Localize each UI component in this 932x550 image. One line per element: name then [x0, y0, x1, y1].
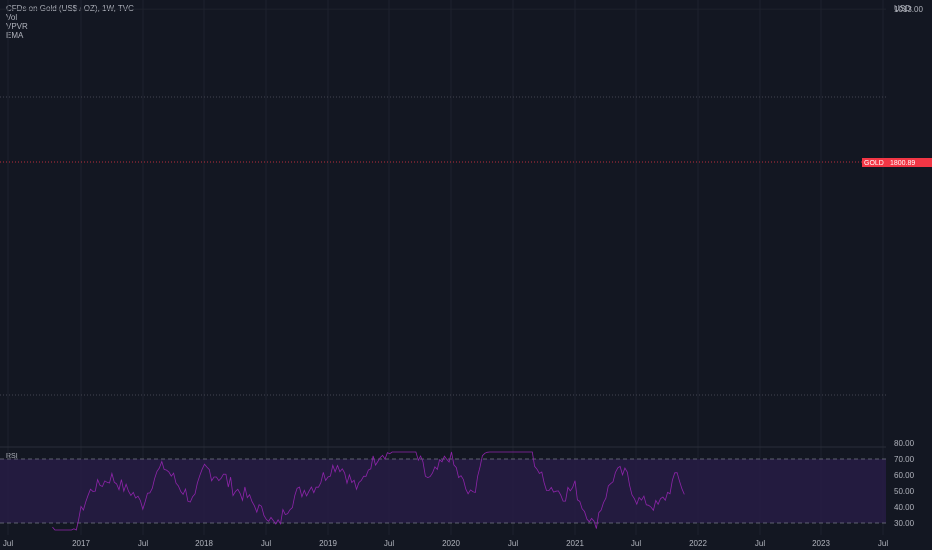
time-tick-label: Jul — [631, 539, 641, 548]
time-tick-label: 2019 — [319, 539, 337, 548]
rsi-pane-label[interactable]: RSI — [6, 453, 18, 460]
time-tick-label: Jul — [878, 539, 888, 548]
time-tick-label: Jul — [755, 539, 765, 548]
time-tick-label: 2018 — [195, 539, 213, 548]
time-tick-label: Jul — [508, 539, 518, 548]
price-tick-label: 1013.00 — [894, 5, 923, 14]
time-axis[interactable]: Jul 2017 Jul 2018 Jul 2019 Jul 2020 Jul 2021 Jul 20… — [3, 539, 888, 548]
time-tick-label: 2021 — [566, 539, 584, 548]
time-tick-label: Jul — [384, 539, 394, 548]
price-tag[interactable]: GOLD 1800.89 — [862, 158, 932, 167]
time-tick-label: Jul — [261, 539, 271, 548]
rsi-tick-label: 80.00 — [894, 439, 915, 448]
rsi-tick-label: 60.00 — [894, 471, 915, 480]
grid-lines — [0, 0, 886, 535]
price-axis[interactable]: 2400.002300.002200.002140.002060.001980.… — [894, 0, 923, 14]
currency-label[interactable]: USD — [894, 4, 911, 13]
price-tag-symbol: GOLD — [864, 160, 884, 167]
time-tick-label: 2023 — [812, 539, 830, 548]
price-tag-value: 1800.89 — [890, 160, 915, 167]
rsi-band-fill — [0, 459, 886, 523]
price-tag-value-bg — [886, 158, 932, 167]
rsi-tick-label: 40.00 — [894, 503, 915, 512]
indicator-vpvr[interactable]: VPVR — [6, 22, 28, 31]
indicator-vol[interactable]: Vol — [6, 13, 18, 22]
chart-header: CFDs on Gold (US$ / OZ), 1W, TVC Vol VPV… — [6, 4, 134, 40]
time-tick-label: Jul — [138, 539, 148, 548]
time-tick-label: 2022 — [689, 539, 707, 548]
rsi-tick-label: 50.00 — [894, 487, 915, 496]
time-tick-label: Jul — [3, 539, 13, 548]
time-tick-label: 2017 — [72, 539, 90, 548]
rsi-tick-label: 30.00 — [894, 519, 915, 528]
time-tick-label: 2020 — [442, 539, 460, 548]
indicator-ema[interactable]: EMA — [6, 31, 24, 40]
symbol-title[interactable]: CFDs on Gold (US$ / OZ), 1W, TVC — [6, 4, 134, 13]
rsi-tick-label: 70.00 — [894, 455, 915, 464]
rsi-axis[interactable]: 80.00 70.00 60.00 50.00 40.00 30.00 — [894, 439, 915, 528]
price-tag-bg — [862, 158, 902, 167]
rsi-line — [52, 451, 685, 531]
price-tick-label: 1041.00 — [894, 0, 923, 1]
